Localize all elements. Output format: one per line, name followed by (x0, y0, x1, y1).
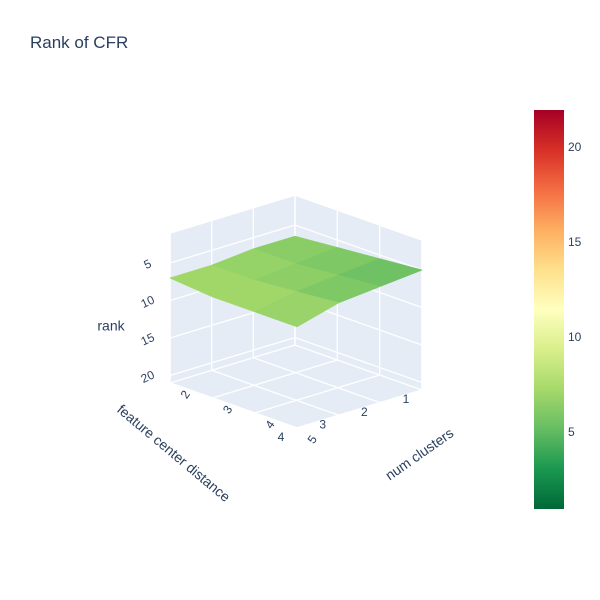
x-axis-label: num clusters (382, 425, 456, 484)
z-tick-label: 15 (139, 330, 157, 348)
grid-line (169, 336, 423, 384)
box-edge (169, 194, 423, 241)
colorbar-tick-label: 15 (568, 235, 582, 249)
y-tick-label: 4 (278, 430, 285, 444)
colorbar-tick-label: 10 (568, 330, 582, 344)
z-tick-label: 10 (139, 292, 157, 310)
x-tick-label: 5 (305, 433, 320, 447)
y-tick-label: 2 (361, 405, 368, 419)
colorbar-tick-label: 20 (568, 140, 582, 154)
grid-line (169, 224, 423, 271)
z-tick-label: 20 (139, 367, 157, 385)
y-axis-label: feature center distance (114, 401, 234, 505)
chart-title: Rank of CFR (30, 33, 129, 52)
y-tick-label: 1 (403, 392, 410, 406)
floor-pane (170, 345, 422, 428)
surface-patch (254, 291, 340, 328)
colorbar-tick-label: 5 (568, 425, 575, 439)
y-tick-label: 3 (319, 418, 326, 432)
colorbar-bar (534, 110, 564, 509)
z-axis-label: rank (97, 318, 125, 334)
box-edge (169, 382, 423, 429)
z-tick-label: 5 (142, 256, 154, 272)
